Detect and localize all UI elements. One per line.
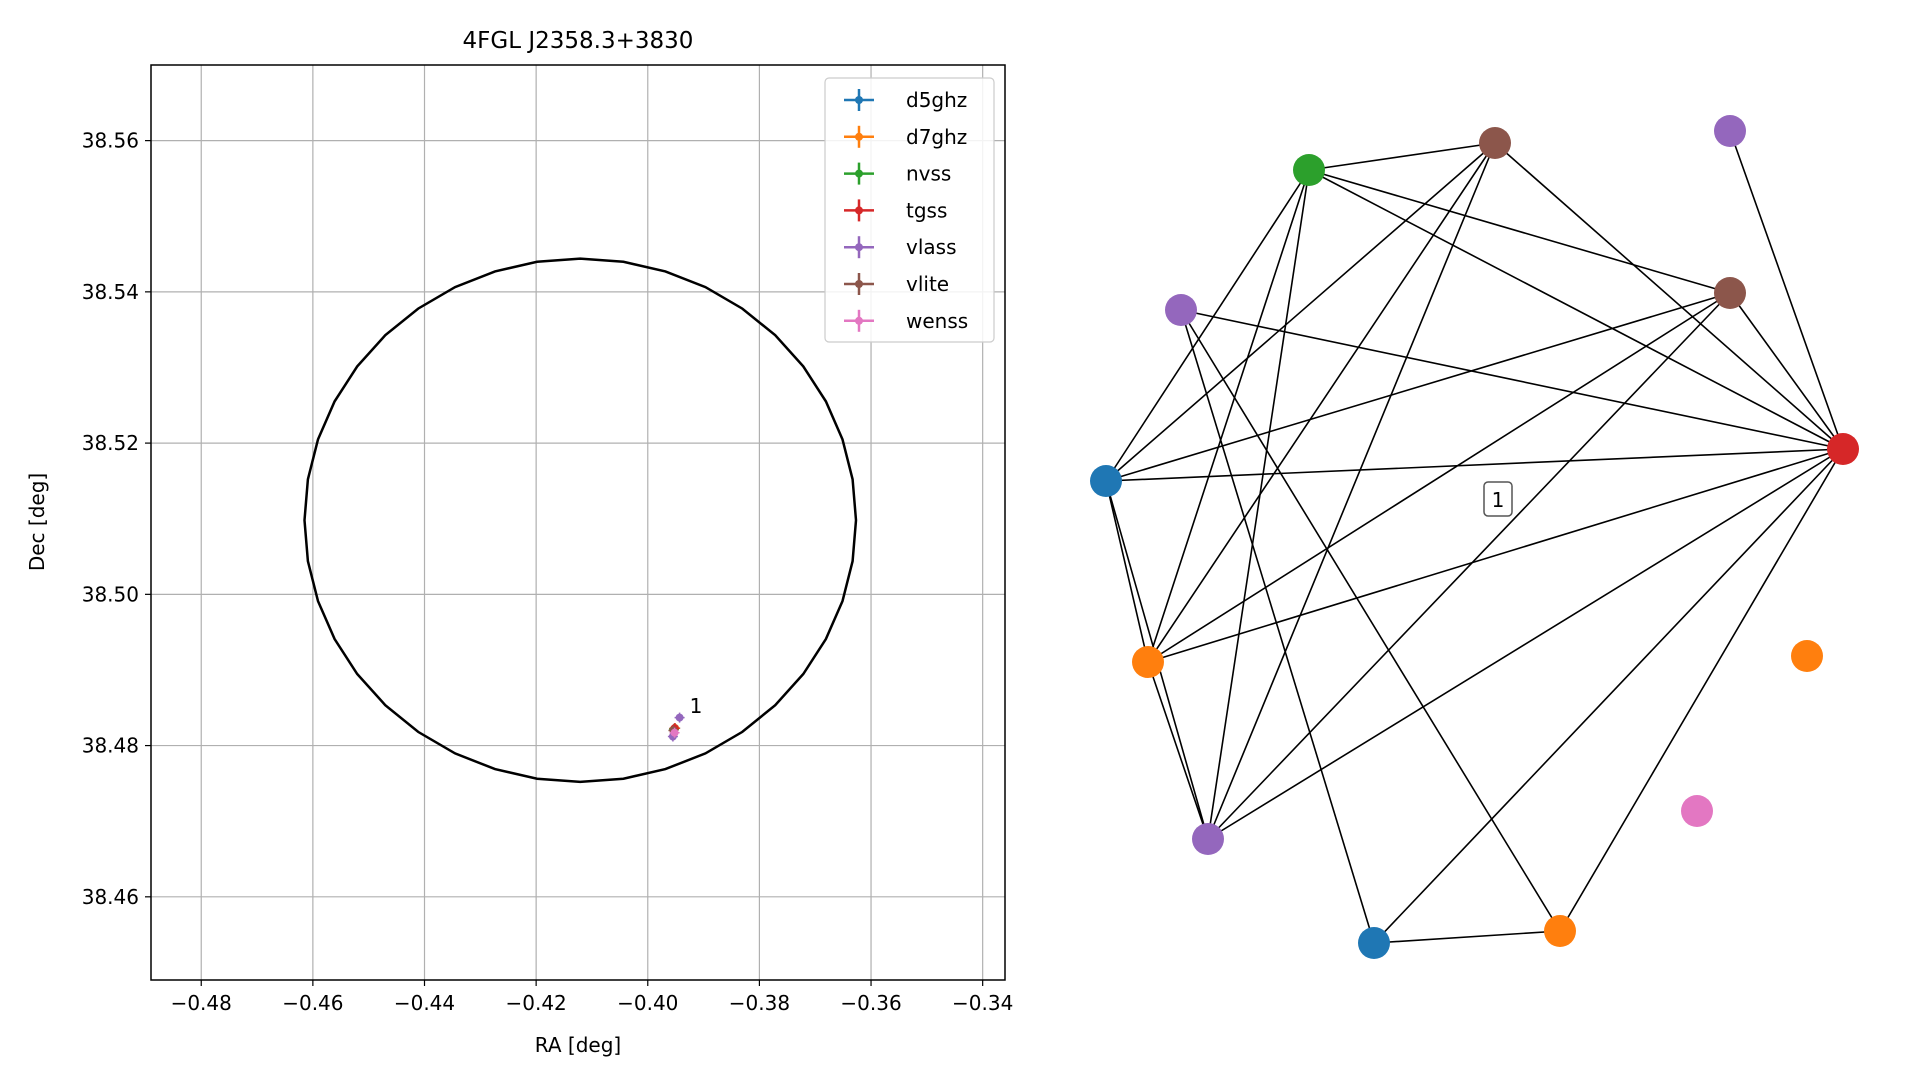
network-edge — [1559, 448, 1844, 932]
network-node — [1192, 823, 1224, 855]
network-edge — [1180, 309, 1844, 450]
legend-label-wenss: wenss — [906, 309, 968, 333]
legend: d5ghz d7ghz nvss tgss vlass vlite wenss — [824, 77, 995, 343]
network-panel: 1 — [1090, 115, 1859, 959]
x-tick-label: −0.34 — [952, 991, 1013, 1015]
legend-dot-vlite — [855, 280, 863, 288]
network-label: 1 — [1483, 481, 1513, 517]
network-edge — [1729, 130, 1844, 450]
network-edge — [1105, 448, 1844, 482]
network-node — [1827, 433, 1859, 465]
network-edge — [1147, 292, 1731, 663]
legend-label-nvss: nvss — [906, 162, 951, 186]
localization-ellipse — [303, 257, 858, 784]
network-node — [1293, 154, 1325, 186]
network-edge — [1147, 661, 1209, 840]
network-node — [1714, 115, 1746, 147]
legend-label-d7ghz: d7ghz — [906, 125, 967, 149]
network-node — [1714, 277, 1746, 309]
network-nodes — [1090, 115, 1859, 959]
x-ticks: −0.48 −0.46 −0.44 −0.42 −0.40 −0.38 −0.36 −0.34 — [171, 980, 1013, 1015]
network-edge — [1207, 292, 1731, 840]
network-edge — [1308, 169, 1844, 450]
network-edge — [1494, 142, 1844, 450]
plot-frame — [150, 64, 1006, 981]
network-edge — [1147, 169, 1310, 663]
y-tick-label: 38.46 — [82, 885, 139, 909]
network-edge — [1105, 142, 1496, 482]
network-label-box — [1483, 481, 1513, 517]
legend-entries: d5ghz d7ghz nvss tgss vlass vlite wenss — [844, 88, 968, 333]
chart-title: 4FGL J2358.3+3830 — [463, 28, 694, 54]
network-node — [1544, 915, 1576, 947]
legend-dot-d5ghz — [855, 96, 863, 104]
network-edge — [1207, 169, 1310, 840]
point-wenss — [670, 728, 679, 737]
network-edge — [1308, 169, 1731, 294]
x-tick-label: −0.36 — [840, 991, 901, 1015]
network-edge — [1207, 448, 1844, 840]
legend-label-vlass: vlass — [906, 235, 957, 259]
network-edge — [1180, 309, 1561, 932]
network-node — [1479, 127, 1511, 159]
network-node — [1090, 465, 1122, 497]
network-edge — [1105, 480, 1149, 663]
network-edge — [1105, 292, 1731, 482]
network-node — [1132, 646, 1164, 678]
network-edges — [1105, 130, 1844, 944]
point-vlass — [675, 713, 684, 722]
y-tick-label: 38.54 — [82, 280, 139, 304]
network-edge — [1105, 169, 1310, 482]
y-ticks: 38.46 38.48 38.50 38.52 38.54 38.56 — [82, 129, 151, 909]
source-annotation: 1 — [690, 694, 703, 718]
legend-dot-vlass — [855, 243, 863, 252]
x-tick-label: −0.38 — [729, 991, 790, 1015]
network-edge — [1308, 142, 1496, 171]
network-node — [1165, 294, 1197, 326]
network-edge — [1147, 448, 1844, 663]
legend-dot-wenss — [855, 316, 863, 325]
x-tick-label: −0.46 — [282, 991, 343, 1015]
x-tick-label: −0.48 — [171, 991, 232, 1015]
network-edge — [1207, 142, 1496, 840]
y-tick-label: 38.52 — [82, 431, 139, 455]
y-tick-label: 38.56 — [82, 129, 139, 153]
legend-dot-nvss — [855, 169, 863, 178]
source-markers — [667, 712, 685, 742]
y-axis-label: Dec [deg] — [25, 473, 49, 571]
legend-label-vlite: vlite — [906, 272, 949, 296]
y-tick-label: 38.48 — [82, 734, 139, 758]
x-tick-label: −0.40 — [617, 991, 678, 1015]
network-edge — [1373, 448, 1844, 944]
scatter-panel: 1 −0.48 −0.46 −0.44 −0.42 −0.40 −0.38 −0.36 −0.… — [25, 28, 1013, 1057]
x-tick-label: −0.44 — [394, 991, 455, 1015]
legend-dot-d7ghz — [855, 132, 863, 141]
network-node — [1358, 927, 1390, 959]
network-label-text: 1 — [1492, 488, 1505, 512]
network-edge — [1373, 930, 1561, 944]
legend-dot-tgss — [855, 206, 863, 215]
legend-label-d5ghz: d5ghz — [906, 88, 967, 112]
network-edge — [1147, 142, 1496, 663]
x-tick-label: −0.42 — [505, 991, 566, 1015]
network-node — [1681, 795, 1713, 827]
network-edge — [1729, 292, 1844, 450]
y-tick-label: 38.50 — [82, 582, 139, 606]
network-node — [1791, 640, 1823, 672]
legend-box — [824, 77, 995, 343]
network-edge — [1180, 309, 1375, 944]
x-axis-label: RA [deg] — [535, 1033, 621, 1057]
legend-label-tgss: tgss — [906, 198, 947, 222]
